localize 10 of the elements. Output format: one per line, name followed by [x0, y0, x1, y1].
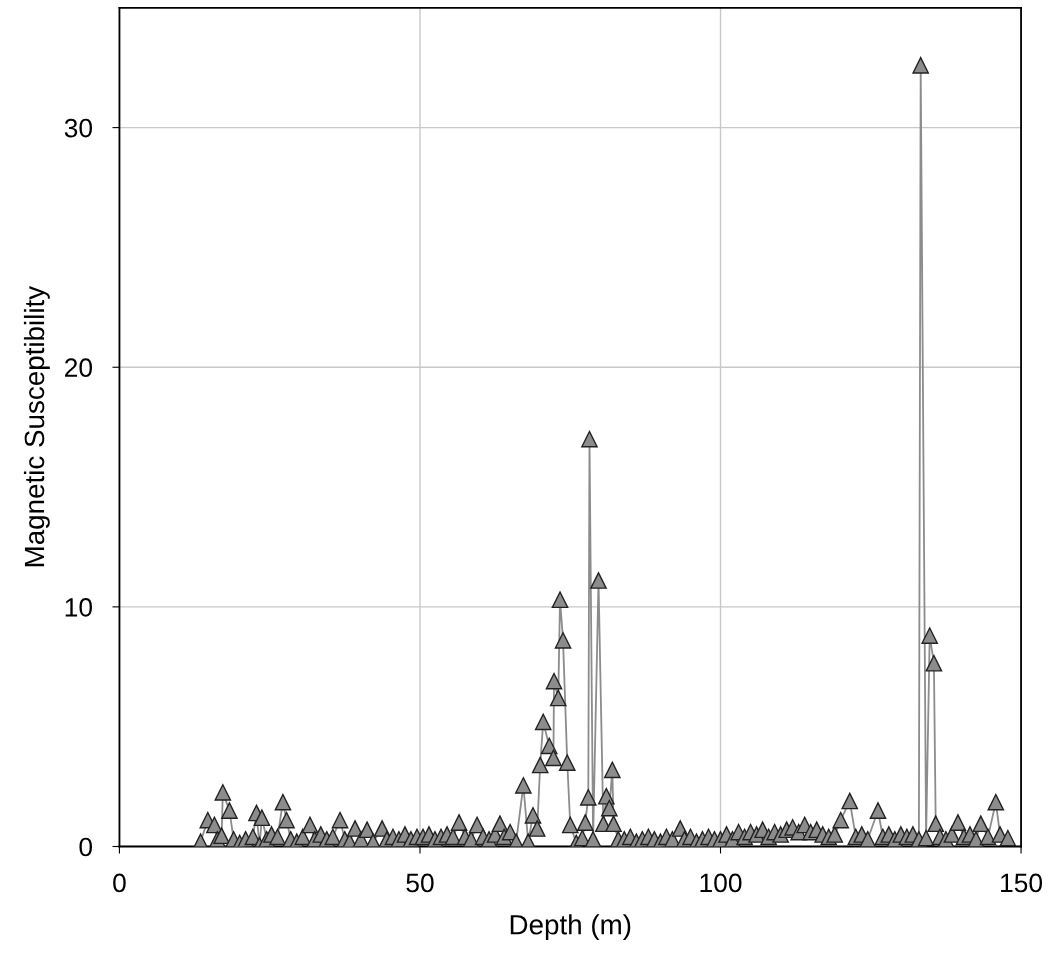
x-axis-title: Depth (m)	[510, 914, 631, 941]
x-tick-label: 100	[700, 873, 742, 893]
y-tick-label: 0	[79, 837, 93, 857]
y-tick-label: 10	[65, 598, 93, 617]
x-tick-label: 150	[1001, 873, 1043, 893]
y-axis-title: Magnetic Susceptibility	[23, 285, 50, 567]
x-tick-label: 50	[406, 873, 434, 893]
y-tick-label: 30	[64, 118, 93, 138]
x-tick-label: 0	[113, 873, 126, 893]
y-tick-label: 20	[65, 358, 93, 378]
